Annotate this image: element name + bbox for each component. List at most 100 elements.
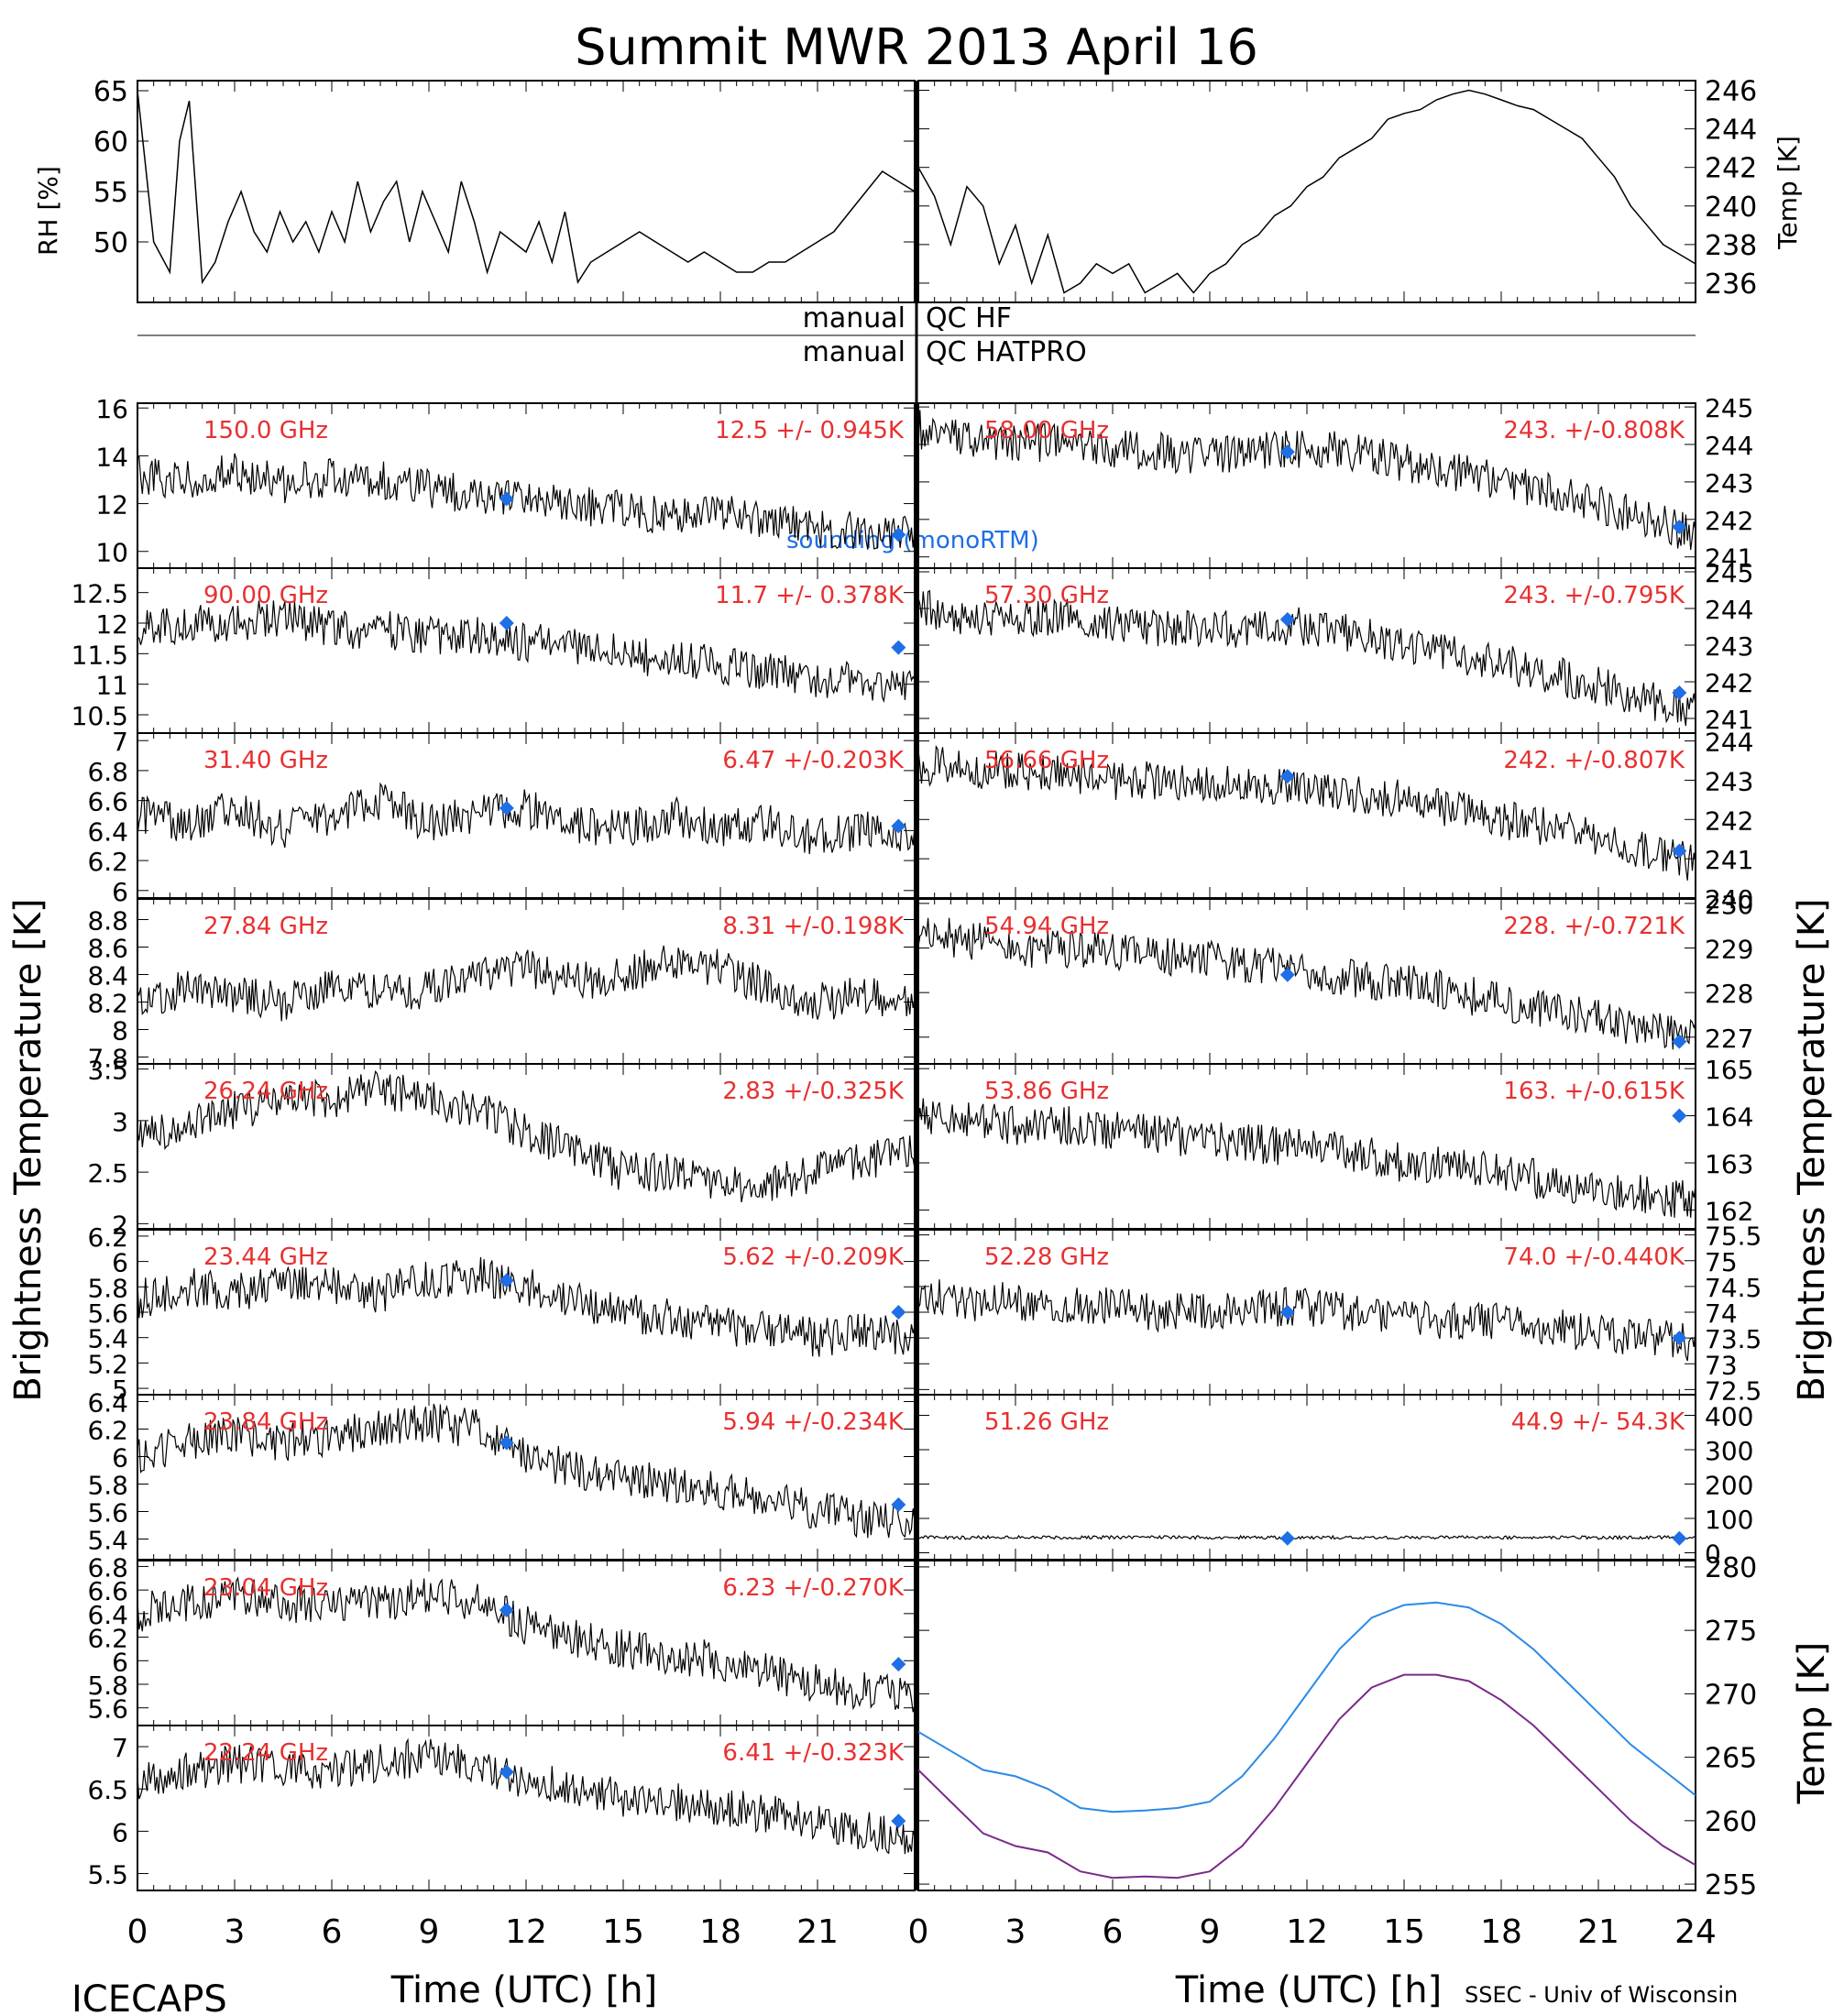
y-tick-label: 10.5: [71, 701, 128, 731]
y-tick-label: 2.5: [87, 1158, 128, 1189]
y-tick-label: 240: [1705, 884, 1753, 915]
y-tick-label: 400: [1705, 1402, 1753, 1432]
channel-stat: 12.5 +/- 0.945K: [715, 417, 905, 444]
channel-stat: 6.47 +/-0.203K: [722, 747, 905, 774]
channel-label: 58.00 GHz: [984, 417, 1109, 444]
y-tick-label: 2: [112, 1210, 128, 1240]
y-tick-label: 65: [93, 76, 128, 108]
y-tick-label: 5.2: [87, 1349, 128, 1379]
series-line: [917, 410, 1696, 551]
channel-stat: 5.94 +/-0.234K: [722, 1408, 905, 1436]
y-tick-label: 227: [1705, 1024, 1753, 1054]
y-tick-label: 6.4: [87, 816, 128, 847]
y-tick-label: 236: [1705, 268, 1757, 301]
y-tick-label: 242: [1705, 668, 1753, 698]
x-tick-label-left: 21: [796, 1913, 839, 1951]
channel-stat: 44.9 +/- 54.3K: [1511, 1408, 1685, 1436]
sounding-point: [1672, 520, 1687, 534]
y-tick-label: 72.5: [1705, 1375, 1762, 1406]
sounding-point: [891, 1305, 906, 1320]
qc-hatpro-label: QC HATPRO: [926, 336, 1087, 368]
y-tick-label: 12.5: [71, 579, 128, 609]
sounding-point: [1279, 1305, 1295, 1320]
y-tick-label: 16: [95, 394, 128, 424]
y-tick-label: 260: [1705, 1806, 1757, 1838]
series-line: [137, 782, 916, 855]
y-tick-label: 5.4: [87, 1526, 128, 1556]
panel-ch5386: 162 163 164 165 53.86 GHz 163. +/-0.615K: [917, 1055, 1753, 1230]
footer-left: ICECAPS: [71, 1978, 227, 2016]
y-tick-label: 6.6: [87, 1576, 128, 1606]
sounding-point: [1672, 1331, 1687, 1346]
y-tick-label: 6.2: [87, 1624, 128, 1654]
sounding-point: [499, 1273, 514, 1288]
blackbody-line: [917, 1673, 1696, 1879]
series-line: [917, 744, 1696, 881]
y-tick-label: 6.6: [87, 787, 128, 817]
channel-label: 57.30 GHz: [984, 582, 1109, 609]
panel-ch2384: 5.45.65.866.26.4 23.84 GHz 5.94 +/-0.234K: [87, 1388, 916, 1561]
y-tick-label: 5: [112, 1375, 128, 1405]
temp-line: [917, 89, 1696, 294]
temp-ylabel: Temp [K]: [1773, 136, 1803, 250]
channel-stat: 6.41 +/-0.323K: [722, 1739, 905, 1767]
y-tick-label: 74.5: [1705, 1273, 1762, 1303]
panel-frame: [917, 1560, 1696, 1891]
x-tick-label-right: 15: [1383, 1913, 1425, 1951]
channel-stat: 8.31 +/-0.198K: [722, 913, 905, 940]
x-tick-label-right: 0: [908, 1913, 929, 1951]
qc-hf-left-label: manual: [803, 302, 906, 334]
x-tick-label-right: 24: [1674, 1913, 1717, 1951]
x-tick-label-left: 3: [225, 1913, 246, 1951]
y-tick-label: 6.8: [87, 757, 128, 787]
sounding-point: [1279, 444, 1295, 460]
y-tick-label: 12: [95, 609, 128, 640]
y-tick-label: 229: [1705, 935, 1753, 965]
channel-label: 54.94 GHz: [984, 913, 1109, 940]
channel-label: 22.24 GHz: [203, 1739, 328, 1767]
y-tick-label: 265: [1705, 1743, 1757, 1775]
channel-label: 31.40 GHz: [203, 747, 328, 774]
panel-ch2344: 55.25.45.65.866.2 23.44 GHz 5.62 +/-0.209K: [87, 1222, 916, 1405]
series-line: [137, 1256, 916, 1357]
y-tick-label: 240: [1705, 192, 1757, 224]
series-line: [917, 1279, 1696, 1362]
y-tick-label: 243: [1705, 766, 1753, 796]
channel-label: 51.26 GHz: [984, 1408, 1109, 1436]
x-tick-label-right: 3: [1005, 1913, 1026, 1951]
series-line: [137, 1737, 916, 1855]
y-tick-label: 244: [1705, 728, 1753, 758]
qc-hatpro-left-label: manual: [803, 336, 906, 368]
y-tick-label: 238: [1705, 230, 1757, 262]
y-tick-label: 6.8: [87, 1552, 128, 1583]
y-tick-label: 244: [1705, 595, 1753, 625]
y-tick-label: 5.6: [87, 1298, 128, 1329]
channel-label: 23.84 GHz: [203, 1408, 328, 1436]
y-tick-label: 55: [93, 177, 128, 209]
panel-ch2304: 5.65.866.26.46.66.8 23.04 GHz 6.23 +/-0.27…: [87, 1552, 916, 1726]
x-tick-label-left: 6: [322, 1913, 343, 1951]
panel-ch5126: 0 100 200 300 400 51.26 GHz 44.9 +/- 54.3K: [917, 1394, 1753, 1570]
y-tick-label: 6.2: [87, 847, 128, 877]
sounding-point: [1279, 1530, 1295, 1546]
sounding-point: [499, 616, 514, 630]
y-tick-label: 270: [1705, 1679, 1757, 1711]
y-tick-label: 8.2: [87, 989, 128, 1019]
y-tick-label: 6.5: [87, 1775, 128, 1805]
channel-stat: 5.62 +/-0.209K: [722, 1244, 905, 1271]
y-tick-label: 11: [95, 671, 128, 701]
sounding-point: [499, 1435, 514, 1451]
channel-label: 53.86 GHz: [984, 1078, 1109, 1105]
series-line: [137, 600, 916, 703]
y-tick-label: 242: [1705, 506, 1753, 536]
series-line: [137, 1576, 916, 1713]
series-line: [137, 1403, 916, 1539]
y-tick-label: 230: [1705, 890, 1753, 920]
y-tick-label: 6.2: [87, 1416, 128, 1446]
x-tick-label-left: 0: [127, 1913, 148, 1951]
sounding-point: [1279, 769, 1295, 784]
sounding-point: [499, 800, 514, 816]
y-tick-label: 5.8: [87, 1671, 128, 1701]
